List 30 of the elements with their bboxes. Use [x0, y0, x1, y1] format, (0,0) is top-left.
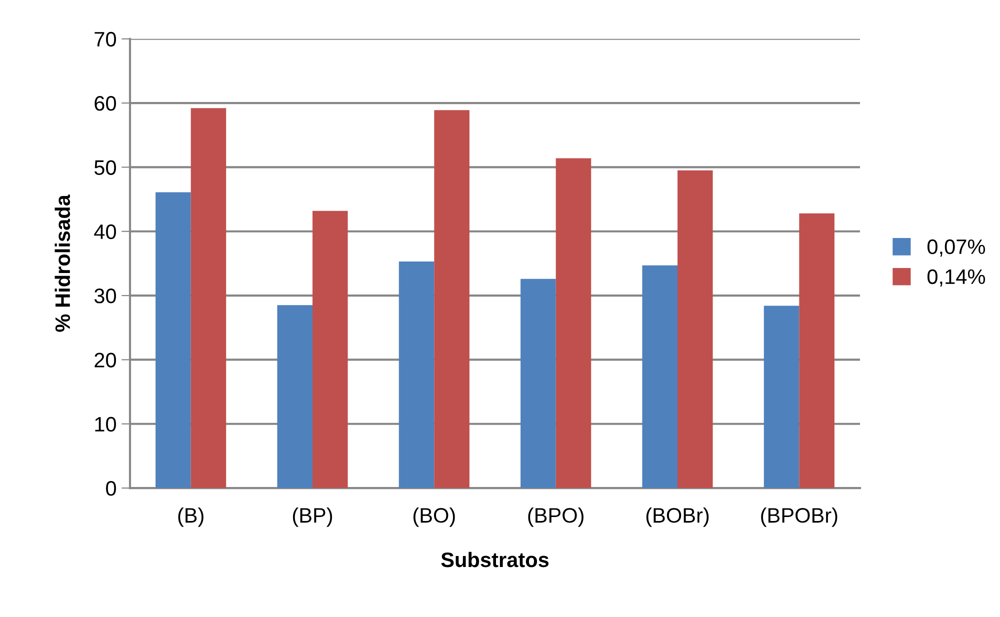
bar — [277, 305, 312, 488]
x-tick-label: (B) — [178, 507, 204, 527]
bar — [190, 108, 226, 488]
legend-label: 0,14% — [927, 269, 986, 287]
y-tick-label: 10 — [95, 416, 116, 432]
y-tick-label: 60 — [94, 96, 116, 111]
x-tick-label: (BOBr) — [646, 507, 709, 527]
y-tick-label: 30 — [94, 288, 116, 304]
bar — [156, 192, 191, 488]
bar — [764, 306, 800, 488]
bar — [398, 262, 434, 488]
y-tick-label: 40 — [94, 224, 116, 240]
bar — [642, 265, 678, 488]
x-tick-label: (BP) — [292, 507, 332, 527]
y-tick-label: 50 — [94, 160, 116, 175]
bar — [520, 278, 556, 488]
bar — [312, 210, 348, 488]
y-axis-title: % Hidrolisada — [54, 194, 70, 332]
bar — [556, 158, 592, 488]
x-tick-label: (BPO) — [528, 507, 584, 527]
y-tick-label: 70 — [94, 32, 116, 47]
x-tick-label: (BPOBr) — [761, 507, 838, 527]
bar — [799, 213, 834, 488]
y-tick-label: 20 — [94, 352, 116, 368]
x-tick-label: (BO) — [413, 507, 455, 527]
bar — [678, 170, 713, 488]
legend-label: 0,07% — [927, 239, 986, 257]
x-axis-title: Substratos — [441, 552, 549, 568]
y-tick-label: 0 — [106, 481, 116, 496]
bar — [434, 110, 470, 488]
